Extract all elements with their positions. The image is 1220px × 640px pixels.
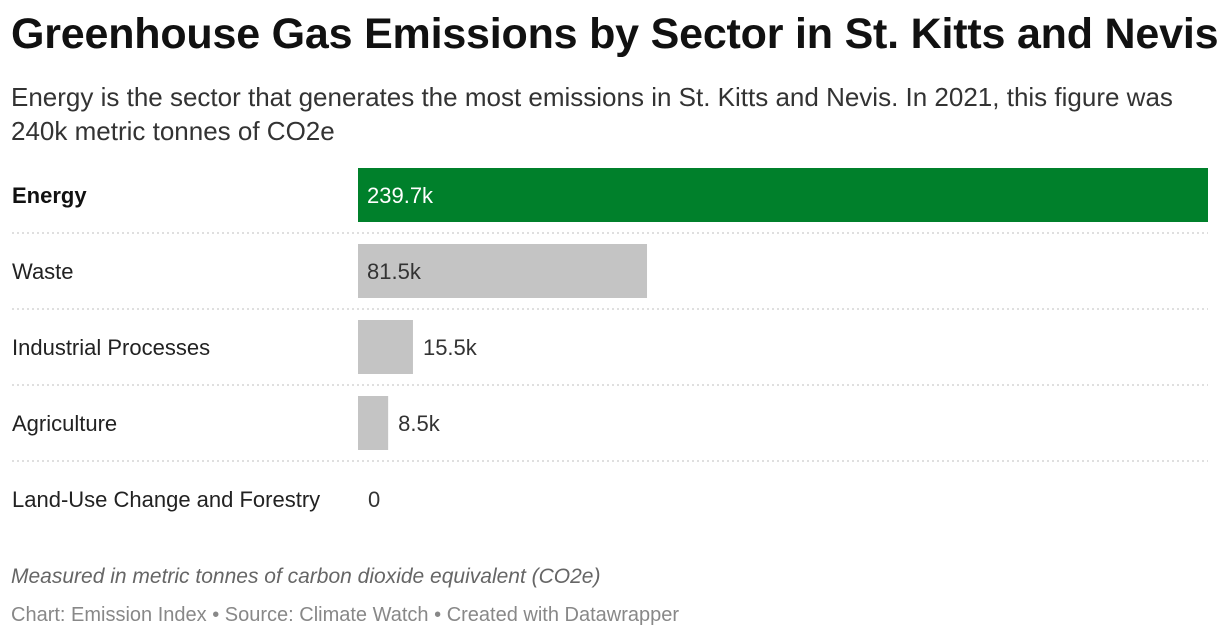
value-label: 0 [368,487,380,512]
category-label: Energy [12,183,87,208]
chart-title: Greenhouse Gas Emissions by Sector in St… [11,10,1219,58]
bar-row: Agriculture 8.5k [12,396,1208,462]
category-label: Waste [12,259,74,284]
measurement-note: Measured in metric tonnes of carbon diox… [11,565,601,588]
bar [358,244,648,298]
bar-row: Energy 239.7k [12,168,1208,234]
chart-footer: Chart: Emission Index • Source: Climate … [11,604,679,627]
bar-row: Waste 81.5k [12,244,1208,310]
source-credit: Source: Climate Watch [224,604,429,626]
footer-separator: • [212,604,220,626]
bar-chart: Energy 239.7k Waste 81.5k Industrial Process… [12,168,1208,512]
bar-row: Industrial Processes 15.5k [12,320,1208,386]
value-label: 81.5k [367,259,422,284]
chart-credit: Chart: Emission Index [11,604,207,626]
category-label: Agriculture [12,411,117,436]
bar [358,168,1208,222]
category-label: Land-Use Change and Forestry [12,487,320,512]
value-label: 15.5k [423,335,478,360]
value-label: 239.7k [367,183,434,208]
tool-credit: Created with Datawrapper [446,604,680,626]
bar [358,320,413,374]
bar [358,396,389,450]
footer-separator: • [434,604,442,626]
category-label: Industrial Processes [12,335,210,360]
bar-row: Land-Use Change and Forestry 0 [12,487,380,512]
value-label: 8.5k [398,411,441,436]
chart-subtitle: Energy is the sector that generates the … [11,82,1173,146]
